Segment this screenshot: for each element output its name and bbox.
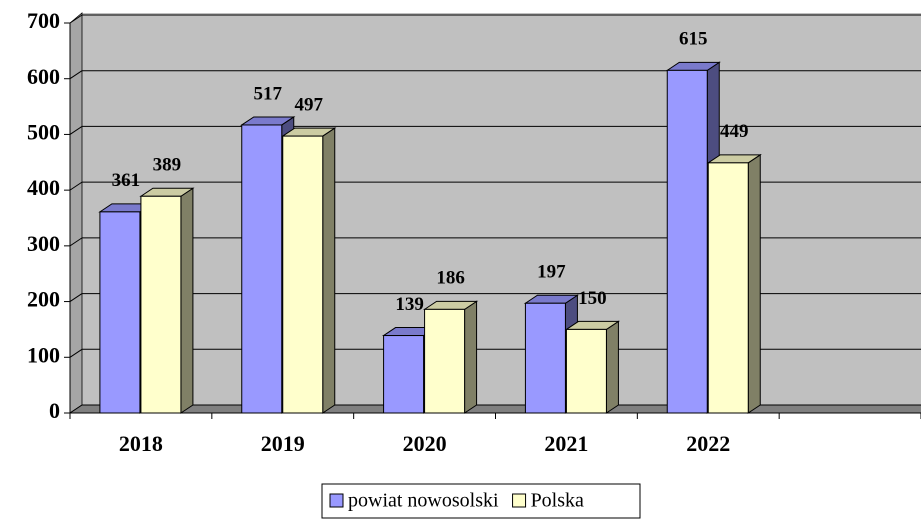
- grid-line-side: [69, 293, 83, 302]
- bar-front: [707, 162, 749, 414]
- y-tick-label: 0: [49, 398, 60, 423]
- x-tick-label: 2019: [261, 431, 305, 456]
- legend-swatch: [329, 493, 344, 508]
- value-label: 150: [578, 288, 607, 309]
- x-tick-label: 2018: [119, 431, 163, 456]
- grid-line-side: [69, 237, 83, 247]
- grid-line-side: [69, 404, 83, 414]
- bar-side: [464, 300, 478, 414]
- grid-line-side: [69, 70, 83, 80]
- bar: [139, 187, 195, 414]
- grid-line-side: [69, 14, 83, 24]
- legend-label: powiat nowosolski: [348, 490, 499, 512]
- bar: [422, 300, 479, 414]
- floor: [70, 405, 921, 413]
- legend-swatch: [512, 493, 527, 508]
- value-label: 139: [395, 294, 424, 315]
- y-tick-label: 600: [27, 64, 60, 89]
- value-label: 517: [254, 83, 283, 104]
- y-tick-label: 500: [27, 119, 60, 144]
- legend-items: powiat nowosolski Polska: [329, 490, 584, 512]
- bar-front: [424, 308, 466, 414]
- bar-side: [180, 187, 194, 414]
- y-tick-label: 400: [27, 175, 60, 200]
- value-label: 361: [112, 170, 141, 191]
- grid: [64, 14, 921, 419]
- legend: [321, 483, 641, 519]
- bar-front: [99, 211, 141, 414]
- bar-side: [605, 320, 619, 414]
- bar-front: [666, 69, 708, 414]
- bar-front: [282, 135, 324, 414]
- grid-line-side: [69, 181, 83, 191]
- value-label: 389: [153, 155, 182, 176]
- bar-front: [241, 124, 283, 414]
- y-tick-label: 100: [27, 342, 60, 367]
- bar-side: [322, 127, 336, 414]
- y-tick-label: 200: [27, 287, 60, 312]
- bar-front: [383, 335, 425, 414]
- grid-line-side: [69, 126, 83, 135]
- y-tick-label: 700: [27, 8, 60, 33]
- grid-line-side: [69, 348, 83, 358]
- value-label: 197: [537, 262, 566, 283]
- x-tick-label: 2020: [403, 431, 447, 456]
- back-wall: [82, 13, 921, 405]
- value-label: 615: [679, 29, 708, 50]
- labels: 0 100 200 300 400 500 600 700 2018 361 389 2019 517 4…: [27, 8, 749, 456]
- x-tick-label: 2022: [686, 431, 730, 456]
- value-label: 186: [436, 268, 465, 289]
- bar: [706, 153, 762, 414]
- legend-label: Polska: [531, 490, 584, 512]
- bar: [281, 127, 337, 414]
- bar-front: [565, 328, 607, 414]
- x-tick-label: 2021: [544, 431, 588, 456]
- bar: [564, 320, 621, 414]
- value-label: 497: [295, 94, 324, 115]
- bars: [98, 61, 762, 414]
- value-label: 449: [720, 121, 749, 142]
- bar-side: [747, 153, 761, 414]
- bar-front: [140, 195, 182, 414]
- y-tick-label: 300: [27, 231, 60, 256]
- bar-front: [524, 302, 566, 414]
